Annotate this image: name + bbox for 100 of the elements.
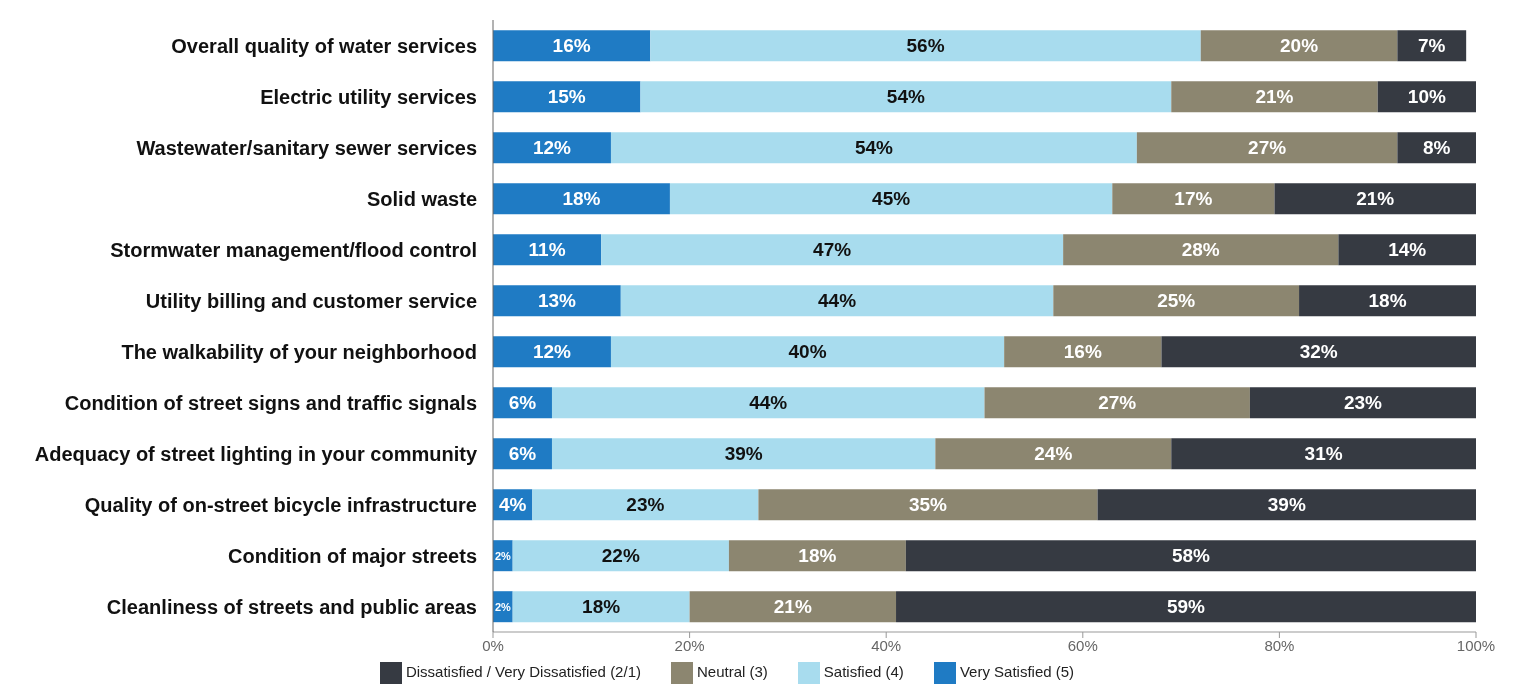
data-label: 58% — [1171, 545, 1211, 567]
legend-label: Dissatisfied / Very Dissatisfied (2/1) — [405, 663, 641, 681]
bar — [512, 540, 729, 572]
data-label: 23% — [1343, 392, 1383, 414]
data-label: 54% — [886, 86, 925, 108]
y-tick-label: Cleanliness of streets and public areas — [106, 595, 477, 618]
bar — [512, 591, 690, 623]
legend-label: Neutral (3) — [696, 663, 768, 681]
x-tick-label: 80% — [1264, 636, 1295, 654]
data-label: 16% — [552, 35, 591, 57]
data-label: 21% — [1255, 86, 1294, 108]
data-label: 44% — [749, 392, 788, 414]
x-tick-label: 40% — [871, 636, 902, 654]
bar — [1063, 234, 1339, 266]
data-label: 47% — [813, 239, 852, 261]
data-label: 59% — [1167, 596, 1206, 618]
x-tick-label: 0% — [482, 636, 504, 654]
data-label: 2% — [494, 600, 511, 613]
data-label: 12% — [532, 341, 572, 363]
bar — [1004, 336, 1162, 368]
bar — [896, 591, 1476, 623]
data-label: 32% — [1299, 341, 1338, 363]
bar — [493, 183, 670, 215]
y-tick-label: The walkability of your neighborhood — [121, 340, 477, 363]
bar — [728, 540, 906, 572]
y-tick-label: Utility billing and customer service — [145, 289, 477, 312]
bar — [1171, 438, 1476, 470]
bar — [493, 132, 611, 164]
bar — [640, 81, 1172, 113]
bar — [1338, 234, 1476, 266]
legend-label: Very Satisfied (5) — [959, 663, 1075, 681]
bar — [493, 285, 621, 317]
bar — [758, 489, 1098, 521]
data-label: 45% — [872, 188, 911, 210]
data-label: 21% — [1356, 188, 1395, 210]
data-label: 39% — [1267, 494, 1306, 516]
data-label: 23% — [626, 494, 665, 516]
data-label: 18% — [562, 188, 601, 210]
y-tick-label: Electric utility services — [260, 85, 477, 108]
y-tick-label: Condition of street signs and traffic signals — [64, 391, 477, 414]
bar — [1397, 132, 1476, 164]
bar — [493, 234, 602, 266]
bar — [493, 81, 641, 113]
data-label: 6% — [508, 392, 537, 414]
data-label: 40% — [788, 341, 827, 363]
bar — [984, 387, 1250, 419]
data-label: 21% — [773, 596, 812, 618]
bar — [1161, 336, 1476, 368]
bar — [935, 438, 1172, 470]
data-label: 4% — [498, 494, 527, 516]
y-tick-label: Condition of major streets — [228, 544, 477, 567]
bar — [669, 183, 1113, 215]
y-tick-label: Overall quality of water services — [171, 34, 477, 57]
bar — [1249, 387, 1476, 419]
data-label: 16% — [1063, 341, 1102, 363]
data-label: 54% — [854, 137, 894, 159]
data-label: 25% — [1157, 290, 1196, 312]
y-tick-label: Solid waste — [366, 187, 477, 210]
data-label: 24% — [1034, 443, 1073, 465]
data-label: 7% — [1418, 35, 1446, 57]
data-label: 44% — [818, 290, 857, 312]
y-tick-label: Stormwater management/flood control — [110, 238, 477, 261]
bar — [601, 234, 1064, 266]
bar — [689, 591, 897, 623]
bar — [551, 387, 985, 419]
data-label: 6% — [508, 443, 537, 465]
bar — [1299, 285, 1476, 317]
bar — [620, 285, 1054, 317]
data-label: 39% — [724, 443, 763, 465]
x-tick-label: 100% — [1456, 636, 1496, 654]
data-label: 56% — [906, 35, 945, 57]
legend-label: Satisfied (4) — [823, 663, 904, 681]
bar — [1097, 489, 1476, 521]
x-tick-label: 60% — [1067, 636, 1098, 654]
bar — [493, 30, 651, 62]
bar — [1397, 30, 1467, 62]
data-label: 35% — [908, 494, 948, 516]
x-tick-label: 20% — [674, 636, 705, 654]
bar — [1377, 81, 1476, 113]
bar — [532, 489, 759, 521]
bar — [650, 30, 1201, 62]
bar — [551, 438, 936, 470]
bar — [1136, 132, 1398, 164]
data-label: 17% — [1174, 188, 1213, 210]
data-label: 15% — [547, 86, 586, 108]
bar — [1274, 183, 1476, 215]
bar — [610, 132, 1137, 164]
data-label: 8% — [1422, 137, 1451, 159]
y-tick-label: Quality of on-street bicycle infrastructure — [84, 493, 477, 516]
bar — [1171, 81, 1378, 113]
bar — [610, 336, 1005, 368]
data-label: 13% — [537, 290, 577, 312]
data-label: 20% — [1280, 35, 1319, 57]
data-label: 10% — [1407, 86, 1446, 108]
y-tick-label: Adequacy of street lighting in your community — [34, 442, 478, 465]
data-label: 14% — [1388, 239, 1427, 261]
y-tick-label: Wastewater/sanitary sewer services — [136, 136, 477, 159]
bar — [1053, 285, 1300, 317]
bar — [905, 540, 1476, 572]
data-label: 18% — [1368, 290, 1407, 312]
